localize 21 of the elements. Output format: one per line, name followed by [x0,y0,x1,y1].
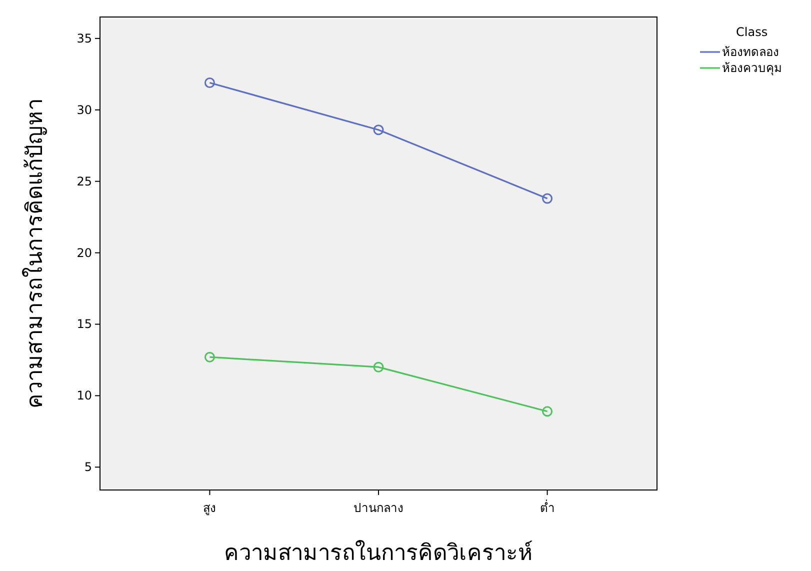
point [373,124,384,136]
y-tick-label: 30 [76,102,92,117]
x-axis-title: ความสามารถในการคิดวิเคราะห์ [224,540,533,566]
legend-label: ห้องทดลอง [722,45,779,59]
point [542,193,553,204]
legend-label: ห้องควบคุม [722,61,782,76]
point [204,77,215,88]
y-tick-label: 5 [84,460,92,474]
y-tick-label: 20 [76,246,92,260]
y-tick-label: 25 [76,174,92,188]
y-tick-label: 15 [76,317,92,332]
point [373,362,384,372]
point [542,406,553,417]
x-tick-label: ต่ำ [540,499,555,515]
y-axis-title: ความสามารถในการคิดแก้ปัญหา [22,98,48,408]
y-tick-label: 10 [76,388,92,403]
y-tick-label: 35 [76,31,92,46]
point [204,352,215,362]
x-tick-label: สูง [203,501,216,516]
x-tick-label: ปานกลาง [354,501,404,515]
legend-title: Class [736,25,768,39]
